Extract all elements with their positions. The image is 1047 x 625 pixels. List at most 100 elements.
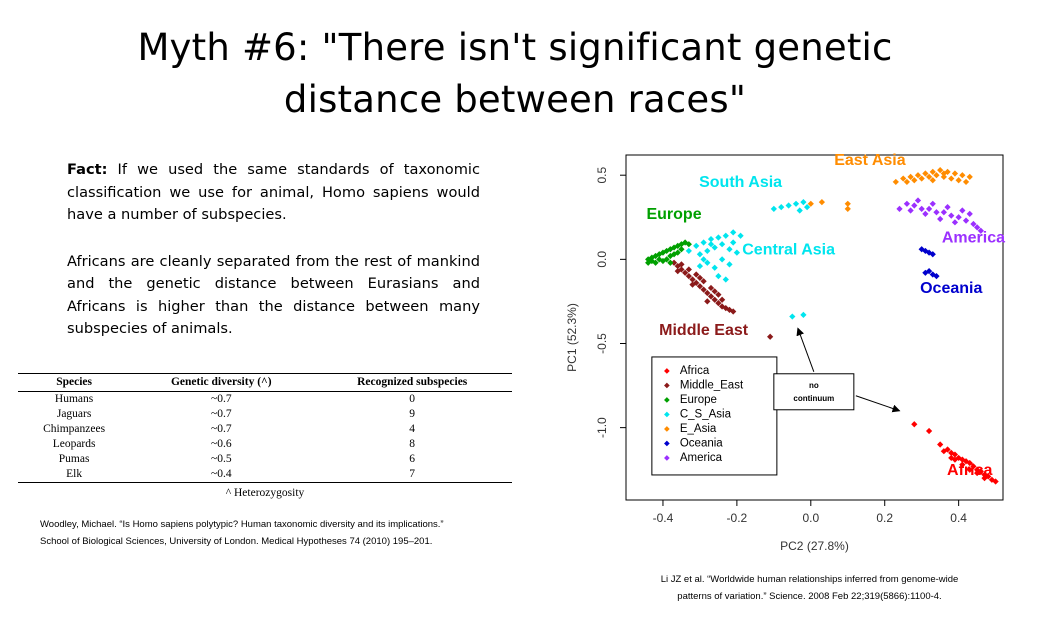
cell-diversity: ~0.7 [210,393,232,405]
cell-subspecies: 8 [409,438,416,450]
legend-entry: C_S_Asia [680,408,732,420]
point-c-s-asia [707,241,715,248]
point-c-s-asia [785,202,792,209]
region-label-middle-east: Middle East [659,322,749,339]
point-c-s-asia [800,311,807,318]
cell-subspecies: 4 [409,423,416,435]
point-c-s-asia [715,234,722,241]
africa-paragraph: Africans are cleanly separated from the … [67,252,480,338]
table-row: Chimpanzees ~0.7 4 [18,422,512,437]
point-c-s-asia [778,204,785,211]
point-africa [937,441,944,448]
point-america [955,214,962,221]
point-c-s-asia [700,256,707,263]
point-america [918,205,925,212]
point-e-asia [951,170,959,177]
point-c-s-asia [696,251,704,258]
point-c-s-asia [715,273,722,280]
point-c-s-asia [792,200,800,207]
cell-subspecies: 7 [312,467,512,483]
region-label-south-asia: South Asia [699,174,782,191]
legend-box [651,356,778,476]
annotation-line-1: no [809,381,819,390]
point-e-asia [959,172,966,179]
point-america [925,205,933,212]
cell-species: Humans [54,393,94,405]
cell-species: Leopards [52,438,96,450]
x-tick-label: -0.2 [727,511,748,525]
point-africa [911,421,918,428]
y-tick-label: -1.0 [595,417,609,438]
fact-paragraph: Fact: If we used the same standards of t… [67,159,480,227]
point-america [944,204,951,211]
citation-left-line-2: School of Biological Sciences, Universit… [40,536,433,547]
header-genetic-diversity: Genetic diversity (^) [130,373,313,392]
point-c-s-asia [789,313,796,320]
cell-diversity: ~0.5 [210,453,232,465]
region-label-europe: Europe [646,206,701,223]
point-c-s-asia [711,264,718,271]
x-tick-label: 0.2 [876,511,893,525]
table-row: Elk ~0.4 7 [18,467,512,483]
cell-diversity: ~0.7 [210,408,232,420]
point-e-asia [844,200,851,207]
pca-scatter-chart: -0.4 -0.2 0.0 0.2 0.4 0.5 0.0 -0.5 -1.0 PC2 (27.8… [565,152,1005,553]
annotation-box [773,373,855,411]
point-middle-east [767,333,774,340]
point-america [907,207,914,214]
cell-diversity: ~0.7 [210,423,232,435]
point-c-s-asia [700,239,707,246]
point-america [903,200,911,207]
point-africa [966,459,973,467]
legend-entry: America [680,452,723,464]
plot-frame [625,154,1004,501]
point-c-s-asia [737,232,744,239]
point-america [948,212,955,219]
point-america [929,200,936,207]
annotation-line-2: continuum [793,394,834,403]
citation-left: Woodley, Michael. “Is Homo sapiens polyt… [40,516,444,550]
point-middle-east [704,298,711,305]
point-america [951,219,959,226]
point-america [940,209,947,216]
point-middle-east [700,278,707,285]
point-america [959,207,966,214]
point-e-asia [922,170,929,177]
point-e-asia [892,178,899,186]
y-tick-label: 0.0 [595,251,609,268]
table-row: Jaguars ~0.7 9 [18,407,512,422]
point-e-asia [962,178,970,186]
point-c-s-asia [693,242,700,249]
table-header-row: Species Genetic diversity (^) Recognized… [18,373,512,392]
cell-species: Jaguars [56,408,92,420]
region-label-oceania: Oceania [920,280,982,297]
point-america [911,202,918,209]
point-c-s-asia [726,246,733,253]
point-c-s-asia [722,276,729,283]
point-middle-east [707,284,715,292]
citation-right-line-1: Li JZ et al. “Worldwide human relationsh… [660,574,959,585]
fact-label: Fact: [67,161,108,178]
point-america [922,210,929,218]
cell-subspecies: 6 [409,453,416,465]
point-america [966,210,973,218]
point-america [937,215,944,223]
citation-right: Li JZ et al. “Worldwide human relationsh… [598,571,1021,605]
cell-diversity: ~0.6 [210,438,232,450]
legend-entry: Oceania [680,437,723,449]
region-label-c-s-asia: Central Asia [742,241,835,258]
legend-entry: Middle_East [680,379,744,391]
point-c-s-asia [704,247,711,255]
point-africa [992,478,999,485]
point-america [896,205,903,212]
x-tick-label: 0.4 [950,511,967,525]
region-label-america: America [942,230,1005,247]
point-c-s-asia [730,239,737,246]
fact-text-block: Fact: If we used the same standards of t… [67,159,480,365]
point-africa [981,475,988,482]
point-africa [925,427,933,435]
table-row: Humans ~0.7 0 [18,392,512,408]
title-line-2: distance between races" [283,78,747,121]
point-africa [940,448,947,455]
point-c-s-asia [733,249,740,256]
